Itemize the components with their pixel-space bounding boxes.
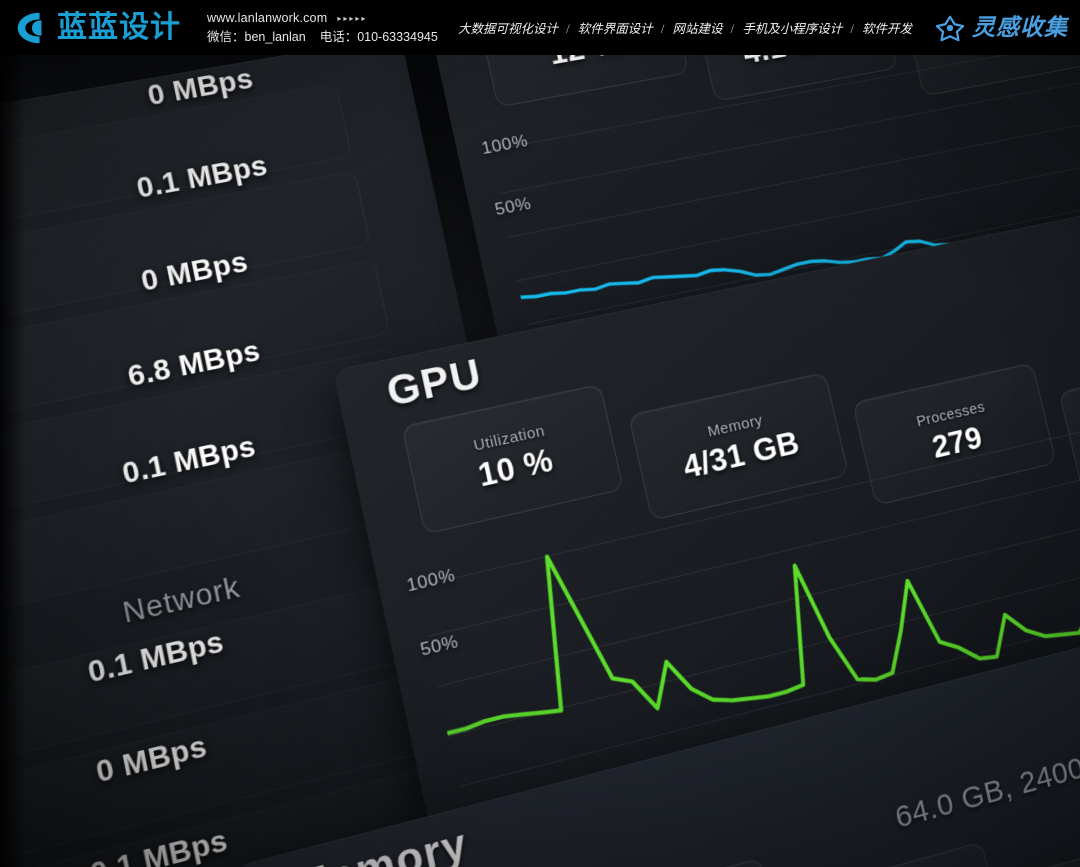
- service-item-3: 手机及小程序设计: [742, 22, 843, 36]
- inspiration-brand-lockup: 灵感收集: [935, 14, 1068, 42]
- gpu-panel-title: GPU: [382, 351, 487, 416]
- website-row: www.lanlanwork.com ▸▸▸▸▸: [207, 9, 438, 27]
- screenshot-photo-stage: 2.2 GB 508 MB 5 MB 0.5 MB/s 0.1 MB/s 2 M…: [0, 55, 1080, 867]
- brand-name: 蓝蓝设计: [57, 10, 181, 44]
- service-separator: /: [660, 22, 665, 36]
- service-separator: /: [566, 22, 570, 36]
- memory-stat-available: Available 29.3 GB: [552, 857, 785, 867]
- cpu-stat-utilization: Utilization 12 %: [474, 55, 690, 108]
- memory-stat-cached: Cached 16.0 GB: [789, 841, 1007, 867]
- wechat-label: 微信：: [207, 29, 245, 44]
- site-header: 蓝蓝设计 www.lanlanwork.com ▸▸▸▸▸ 微信： ben_la…: [0, 0, 1080, 55]
- cpu-stat-value: 4.1 GHz: [740, 55, 857, 71]
- inspiration-star-icon: [935, 14, 965, 42]
- service-separator: /: [850, 22, 854, 36]
- cpu-stat-value: 12 %: [546, 55, 625, 72]
- arrow-decoration-icon: ▸▸▸▸▸: [337, 13, 368, 23]
- wechat-value: ben_lanlan: [244, 29, 306, 44]
- service-item-4: 软件开发: [861, 22, 912, 36]
- service-item-1: 软件界面设计: [577, 22, 653, 36]
- memory-device-name: 64.0 GB, 2400 MHz: [892, 733, 1080, 836]
- dashboard-board: 2.2 GB 508 MB 5 MB 0.5 MB/s 0.1 MB/s 2 M…: [0, 55, 1080, 867]
- memory-stat-committed: Committed 40.8 G: [1012, 823, 1080, 867]
- gpu-stat-value: 4/31 GB: [679, 424, 803, 486]
- website-text: www.lanlanwork.com: [207, 11, 328, 26]
- brand-lockup: 蓝蓝设计: [0, 9, 181, 47]
- service-item-2: 网站建设: [672, 22, 723, 36]
- contact-block: www.lanlanwork.com ▸▸▸▸▸ 微信： ben_lanlan …: [207, 9, 438, 45]
- wechat-phone-row: 微信： ben_lanlan 电话： 010-63334945: [207, 28, 438, 46]
- phone-value: 010-63334945: [357, 29, 438, 44]
- service-item-0: 大数据可视化设计: [457, 22, 558, 36]
- services-list: 大数据可视化设计 / 软件界面设计 / 网站建设 / 手机及小程序设计 / 软件…: [458, 18, 912, 37]
- phone-label: 电话：: [319, 29, 358, 44]
- service-separator: /: [730, 22, 735, 36]
- inspiration-brand-name: 灵感收集: [972, 15, 1068, 40]
- lanlan-c-logo-icon: [12, 9, 50, 47]
